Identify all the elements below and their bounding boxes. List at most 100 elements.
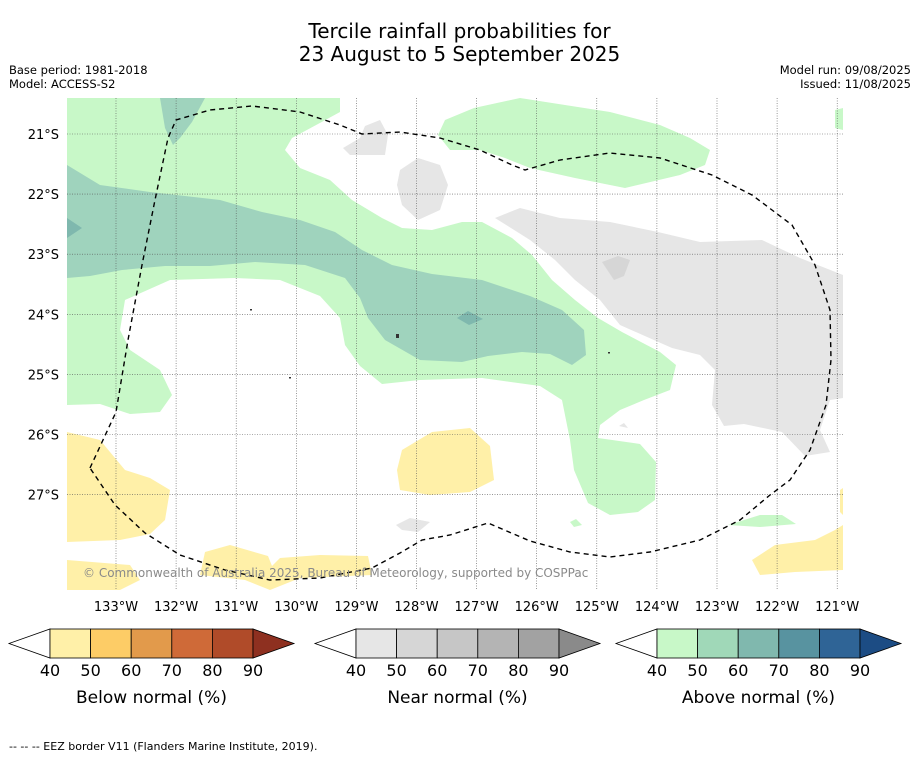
island-marker bbox=[396, 334, 399, 338]
near-normal-50-region bbox=[602, 256, 630, 280]
legend-swatch bbox=[697, 628, 739, 659]
legend-tick-label: 40 bbox=[346, 661, 366, 680]
legend-swatch bbox=[436, 628, 479, 659]
below-normal-40-region-west bbox=[67, 432, 170, 542]
legend-under-triangle bbox=[7, 628, 51, 659]
legend-swatch bbox=[355, 628, 397, 659]
near-normal-40-region bbox=[495, 208, 843, 456]
longitude-tick-label: 122°W bbox=[755, 600, 799, 615]
legend-swatch bbox=[819, 628, 861, 659]
legend-under-triangle bbox=[614, 628, 658, 659]
above-normal-60-region-west bbox=[67, 218, 82, 238]
legend-title: Below normal (%) bbox=[76, 688, 227, 708]
legend-tick-label: 60 bbox=[427, 661, 447, 680]
legend-tick-label: 50 bbox=[386, 661, 406, 680]
near-normal-40-speck bbox=[619, 423, 628, 428]
legend-swatch bbox=[656, 628, 698, 659]
near-normal-40-region-center bbox=[397, 158, 448, 220]
legend-tick-label: 70 bbox=[468, 661, 488, 680]
legend-tick-label: 90 bbox=[549, 661, 569, 680]
model-run: Model run: 09/08/2025 bbox=[779, 63, 911, 77]
longitude-tick-label: 128°W bbox=[394, 600, 438, 615]
island-marker bbox=[250, 309, 252, 311]
below-normal-40-region-south bbox=[200, 545, 372, 590]
above-normal-40-region-southeast bbox=[728, 515, 796, 527]
near-normal-40-region-east bbox=[836, 360, 843, 398]
copyright-text: © Commonwealth of Australia 2025, Bureau… bbox=[83, 566, 588, 580]
longitude-tick-label: 133°W bbox=[94, 600, 138, 615]
legend-tick-label: 90 bbox=[850, 661, 870, 680]
latitude-tick-label: 23°S bbox=[28, 248, 59, 263]
below-normal-40-region-corner bbox=[67, 560, 140, 590]
below-normal-40-region-southeast bbox=[752, 525, 843, 575]
legend-swatch bbox=[778, 628, 820, 659]
legend-over-triangle bbox=[859, 628, 903, 659]
below-normal-40-region-east bbox=[840, 488, 843, 515]
latitude-tick-label: 27°S bbox=[28, 489, 59, 504]
longitude-tick-label: 121°W bbox=[815, 600, 859, 615]
title-line-1: Tercile rainfall probabilities for bbox=[308, 19, 611, 43]
legend-swatch bbox=[518, 628, 560, 659]
longitude-tick-label: 130°W bbox=[274, 600, 318, 615]
legend-swatch bbox=[211, 628, 254, 659]
meta-right: Model run: 09/08/2025 Issued: 11/08/2025 bbox=[780, 63, 911, 91]
near-normal-40-region-south bbox=[396, 518, 430, 532]
above-normal-40-speck bbox=[570, 519, 582, 527]
legend-swatch bbox=[130, 628, 173, 659]
longitude-tick-label: 123°W bbox=[695, 600, 739, 615]
legend-swatch bbox=[396, 628, 438, 659]
longitude-tick-label: 132°W bbox=[154, 600, 198, 615]
longitude-tick-label: 131°W bbox=[214, 600, 258, 615]
below-normal-40-region-center bbox=[397, 428, 494, 495]
latitude-tick-label: 22°S bbox=[28, 188, 59, 203]
base-period: Base period: 1981-2018 bbox=[9, 63, 148, 77]
longitude-tick-label: 125°W bbox=[575, 600, 619, 615]
legend-tick-label: 80 bbox=[508, 661, 528, 680]
latitude-tick-label: 21°S bbox=[28, 128, 59, 143]
legend-swatch bbox=[90, 628, 132, 659]
legend-title: Near normal (%) bbox=[387, 688, 527, 708]
above-normal-40-region-north bbox=[438, 98, 710, 188]
longitude-tick-label: 129°W bbox=[334, 600, 378, 615]
legend-tick-label: 40 bbox=[40, 661, 60, 680]
above-normal-50-region-north bbox=[160, 98, 205, 145]
legend-tick-label: 80 bbox=[809, 661, 829, 680]
legend-tick-label: 70 bbox=[162, 661, 182, 680]
legend-tick-label: 60 bbox=[728, 661, 748, 680]
legend-tick-label: 40 bbox=[647, 661, 667, 680]
legend-swatch bbox=[171, 628, 213, 659]
legend-colorbar: 40 50 60 70 80 90 Below normal (%) bbox=[7, 628, 296, 708]
legend-swatch bbox=[477, 628, 519, 659]
island-marker bbox=[289, 377, 291, 379]
legend-tick-label: 80 bbox=[202, 661, 222, 680]
legend-colorbars: 40 50 60 70 80 90 Below normal (%) 40 50 60 70 80 90… bbox=[7, 628, 903, 708]
legend-tick-label: 70 bbox=[769, 661, 789, 680]
map-area: © Commonwealth of Australia 2025, Bureau… bbox=[67, 98, 843, 590]
above-normal-50-region bbox=[67, 165, 586, 365]
meta-left: Base period: 1981-2018 Model: ACCESS-S2 bbox=[9, 63, 148, 91]
legend-tick-label: 50 bbox=[687, 661, 707, 680]
legend-swatch bbox=[737, 628, 780, 659]
latitude-labels: 21°S 22°S 23°S 24°S 25°S 26°S 27°S bbox=[28, 128, 59, 504]
above-normal-40-edge bbox=[835, 108, 843, 130]
longitude-labels: 133°W 132°W 131°W 130°W 129°W 128°W 127°W 126°W… bbox=[94, 600, 860, 615]
legend-tick-label: 90 bbox=[243, 661, 263, 680]
legend-tick-label: 50 bbox=[80, 661, 100, 680]
longitude-tick-label: 127°W bbox=[455, 600, 499, 615]
legend-over-triangle bbox=[558, 628, 602, 659]
latitude-tick-label: 26°S bbox=[28, 429, 59, 444]
island-marker bbox=[608, 352, 610, 354]
legend-tick-label: 60 bbox=[121, 661, 141, 680]
legend-under-triangle bbox=[313, 628, 357, 659]
issued-date: Issued: 11/08/2025 bbox=[800, 77, 911, 91]
grid-lines bbox=[67, 98, 843, 590]
longitude-tick-label: 126°W bbox=[515, 600, 559, 615]
legend-colorbar: 40 50 60 70 80 90 Near normal (%) bbox=[313, 628, 602, 708]
model-name: Model: ACCESS-S2 bbox=[9, 77, 116, 91]
legend-over-triangle bbox=[252, 628, 296, 659]
legend-title: Above normal (%) bbox=[682, 688, 835, 708]
latitude-tick-label: 25°S bbox=[28, 368, 59, 383]
eez-footnote: -- -- -- EEZ border V11 (Flanders Marine… bbox=[9, 740, 318, 753]
latitude-tick-label: 24°S bbox=[28, 308, 59, 323]
